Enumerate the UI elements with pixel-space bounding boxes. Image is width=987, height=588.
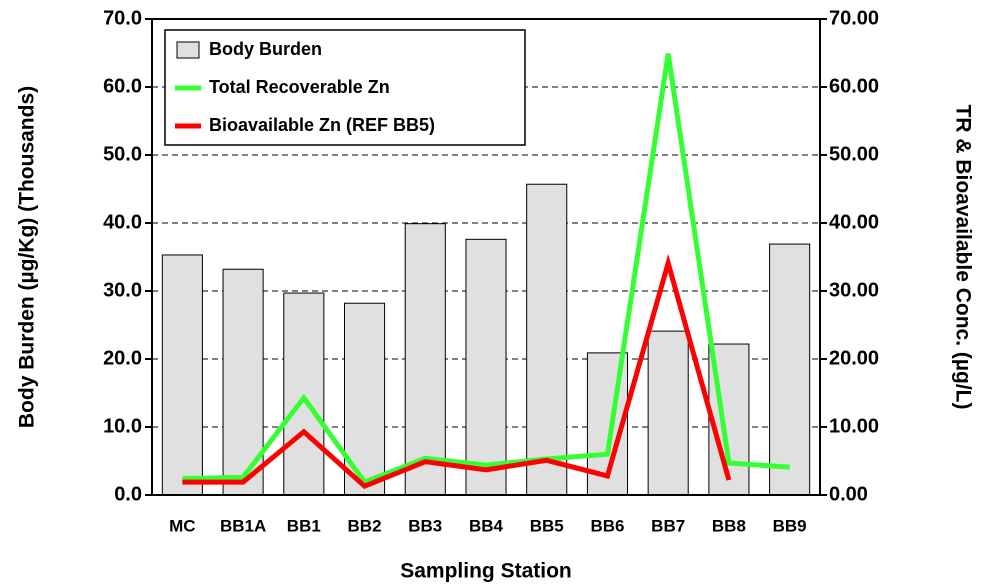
legend-label: Bioavailable Zn (REF BB5) [209, 115, 435, 135]
y2-tick-label: 20.00 [829, 347, 879, 369]
y-tick-label: 30.0 [103, 279, 142, 301]
y2-tick-label: 0.00 [829, 483, 868, 505]
y2-tick-label: 30.00 [829, 279, 879, 301]
bar [647, 330, 689, 496]
x-tick-label: BB1A [220, 516, 266, 535]
y-axis-label: Body Burden (µg/Kg) (Thousands) [16, 86, 39, 428]
line [182, 253, 732, 490]
legend-label: Total Recoverable Zn [209, 77, 390, 97]
x-tick-label: BB2 [348, 516, 382, 535]
plot-frame [151, 18, 821, 496]
y-tick-label: 50.0 [103, 143, 142, 165]
x-tick-label: BB7 [651, 516, 685, 535]
y-tick-label: 10.0 [103, 415, 142, 437]
y-tick-label: 60.0 [103, 75, 142, 97]
bar [526, 183, 568, 496]
x-tick-label: BB1 [287, 516, 321, 535]
x-tick-label: BB8 [712, 516, 746, 535]
line [182, 53, 790, 486]
x-tick-label: BB5 [530, 516, 564, 535]
x-tick-label: BB9 [773, 516, 807, 535]
y2-tick-label: 70.00 [829, 7, 879, 29]
y2-axis-label: TR & Bioavailable Conc. (µg/L) [951, 105, 974, 410]
legend-box [164, 29, 526, 146]
y-tick-label: 40.0 [103, 211, 142, 233]
legend-swatch [176, 41, 200, 59]
y-tick-label: 70.0 [103, 7, 142, 29]
bar [404, 223, 446, 496]
bar [769, 243, 811, 496]
x-axis-label: Sampling Station [400, 560, 572, 583]
y2-tick-label: 40.00 [829, 211, 879, 233]
y-tick-label: 0.0 [114, 483, 142, 505]
y-tick-label: 20.0 [103, 347, 142, 369]
y2-tick-label: 60.00 [829, 75, 879, 97]
legend-label: Body Burden [209, 39, 322, 59]
bar [465, 238, 507, 496]
x-tick-label: BB4 [469, 516, 504, 535]
x-tick-label: BB6 [590, 516, 624, 535]
y2-tick-label: 50.00 [829, 143, 879, 165]
y2-tick-label: 10.00 [829, 415, 879, 437]
x-tick-label: BB3 [408, 516, 442, 535]
bar [161, 254, 203, 496]
x-tick-label: MC [169, 516, 195, 535]
